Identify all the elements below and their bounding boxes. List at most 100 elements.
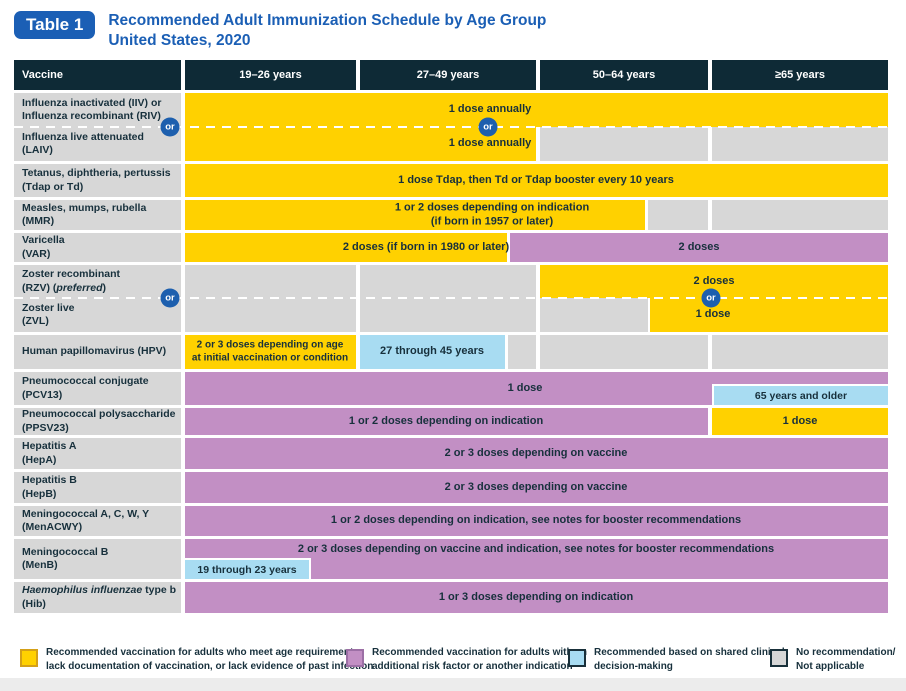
vaccine-row-hepa: Hepatitis A (HepA) 2 or 3 doses depending … xyxy=(14,438,888,469)
schedule-bars-hpv: 2 or 3 doses depending on age at initial… xyxy=(185,335,888,369)
schedule-cell-purple-ppsv23: 1 or 2 doses depending on indication xyxy=(185,408,708,435)
cell-text: 1 dose annually xyxy=(448,103,532,116)
or-badge: or xyxy=(160,117,180,137)
cell-text: 1 dose Tdap, then Td or Tdap booster eve… xyxy=(398,173,674,186)
vaccine-row-zoster-rzv: Zoster recombinant (RZV) (preferred) 2 dos… xyxy=(14,265,888,298)
vaccine-label-influenza-laiv: Influenza live attenuated (LAIV) xyxy=(14,127,181,161)
vaccine-label-line: Measles, mumps, rubella xyxy=(22,201,147,214)
vaccine-label-line: (ZVL) xyxy=(22,315,49,327)
cell-text: 2 or 3 doses depending on vaccine and in… xyxy=(297,543,775,555)
cell-text: 2 or 3 doses depending on vaccine xyxy=(444,480,628,493)
vaccine-label-line: (Tdap or Td) xyxy=(22,180,84,193)
schedule-bars-pcv13: 1 dose 65 years and older xyxy=(185,372,888,405)
schedule-bars-menacwy: 1 or 2 doses depending on indication, se… xyxy=(185,506,888,536)
schedule-cell-gray-zoster-rzv xyxy=(185,265,356,298)
column-header-vaccine: Vaccine xyxy=(14,60,181,90)
schedule-cell-gray-influenza-laiv xyxy=(712,127,888,161)
vaccine-row-tdap: Tetanus, diphtheria, pertussis (Tdap or T… xyxy=(14,164,888,197)
schedule-cell-gray-zoster-zvl xyxy=(185,298,356,332)
schedule-cell-purple-hib: 1 or 3 doses depending on indication xyxy=(185,582,888,613)
schedule-cell-gray-hpv xyxy=(712,335,888,369)
legend-text: Recommended vaccination for adults who m… xyxy=(46,647,373,672)
schedule-cell-purple-var: 2 doses xyxy=(510,233,888,262)
page-title-line2: United States, 2020 xyxy=(108,32,251,50)
column-header-age-2: 27–49 years xyxy=(360,60,536,90)
immunization-schedule-table: Vaccine 19–26 years 27–49 years 50–64 years… xyxy=(14,60,888,616)
vaccine-row-influenza-iiv-riv: Influenza inactivated (IIV) or Influenza … xyxy=(14,93,888,127)
schedule-cell-blue-pcv13: 65 years and older xyxy=(712,384,888,405)
or-dashed-divider xyxy=(14,126,888,128)
vaccine-label-line: Meningococcal B xyxy=(22,545,109,558)
cell-text: 2 doses (if born in 1980 or later) xyxy=(342,240,510,253)
vaccine-label-line: (RZV) (preferred) xyxy=(22,281,107,294)
vaccine-label-menacwy: Meningococcal A, C, W, Y (MenACWY) xyxy=(14,506,181,536)
schedule-cell-gray-hpv xyxy=(508,335,536,369)
vaccine-label-line: Zoster recombinant xyxy=(22,268,121,281)
column-header-age-3: 50–64 years xyxy=(540,60,708,90)
vaccine-label-line: (VAR) xyxy=(22,247,51,260)
schedule-bars-influenza-iiv-riv: 1 dose annually xyxy=(185,93,888,127)
legend-text: No recommendation/ Not applicable xyxy=(796,647,896,672)
legend-item-shared-decision: Recommended based on shared clinical dec… xyxy=(568,646,785,673)
vaccine-row-mmr: Measles, mumps, rubella (MMR) 1 or 2 doses… xyxy=(14,200,888,230)
legend-item-no-recommendation: No recommendation/ Not applicable xyxy=(770,646,895,673)
schedule-cell-yellow-mmr: 1 or 2 doses depending on indication (if… xyxy=(185,200,645,230)
schedule-cell-gray-mmr xyxy=(648,200,708,230)
table-number-badge: Table 1 xyxy=(14,11,96,39)
cell-text: 2 doses xyxy=(693,274,735,287)
vaccine-label-hepb: Hepatitis B (HepB) xyxy=(14,472,181,503)
vaccine-label-line: Pneumococcal conjugate xyxy=(22,375,149,388)
vaccine-label-var: Varicella (VAR) xyxy=(14,233,181,262)
legend-swatch-gray xyxy=(770,649,788,667)
schedule-cell-yellow-influenza-laiv: 1 dose annually xyxy=(185,127,536,161)
legend-item-age-requirement: Recommended vaccination for adults who m… xyxy=(20,646,373,673)
cell-text: 19 through 23 years xyxy=(197,563,297,576)
vaccine-row-pcv13: Pneumococcal conjugate (PCV13) 1 dose 65 ye… xyxy=(14,372,888,405)
or-badge: or xyxy=(478,117,498,137)
vaccine-label-line: Varicella xyxy=(22,234,65,247)
schedule-cell-gray-mmr xyxy=(712,200,888,230)
schedule-cell-yellow-influenza-iiv-riv: 1 dose annually xyxy=(185,93,888,127)
table-body: Influenza inactivated (IIV) or Influenza … xyxy=(14,93,888,613)
legend-text: Recommended based on shared clinical dec… xyxy=(594,647,785,672)
schedule-bars-hepb: 2 or 3 doses depending on vaccine xyxy=(185,472,888,503)
vaccine-label-line: (MenB) xyxy=(22,559,58,571)
schedule-bars-tdap: 1 dose Tdap, then Td or Tdap booster eve… xyxy=(185,164,888,197)
vaccine-label-line: Influenza live attenuated xyxy=(22,130,144,143)
schedule-cell-purple-hepb: 2 or 3 doses depending on vaccine xyxy=(185,472,888,503)
vaccine-label-pcv13: Pneumococcal conjugate (PCV13) xyxy=(14,372,181,405)
vaccine-label-tdap: Tetanus, diphtheria, pertussis (Tdap or T… xyxy=(14,164,181,197)
schedule-cell-yellow-var: 2 doses (if born in 1980 or later) xyxy=(185,233,510,262)
column-header-age-4: ≥65 years xyxy=(712,60,888,90)
schedule-bars-mmr: 1 or 2 doses depending on indication (if… xyxy=(185,200,888,230)
vaccine-label-line: (HepA) xyxy=(22,453,57,466)
vaccine-label-line: Hepatitis A xyxy=(22,440,77,453)
vaccine-label-ppsv23: Pneumococcal polysaccharide (PPSV23) xyxy=(14,408,181,435)
page-footer-strip xyxy=(0,678,906,691)
vaccine-row-zoster-zvl: Zoster live (ZVL) 1 dose xyxy=(14,298,888,332)
cell-text: 27 through 45 years xyxy=(380,345,484,358)
schedule-cell-purple-menacwy: 1 or 2 doses depending on indication, se… xyxy=(185,506,888,536)
vaccine-label-line: (PCV13) xyxy=(22,388,63,401)
schedule-bars-menb: 2 or 3 doses depending on vaccine and in… xyxy=(185,539,888,579)
vaccine-row-menb: Meningococcal B (MenB) 2 or 3 doses depend… xyxy=(14,539,888,579)
vaccine-label-line: (Hib) xyxy=(22,597,46,610)
vaccine-label-hpv: Human papillomavirus (HPV) xyxy=(14,335,181,369)
schedule-cell-gray-hpv xyxy=(540,335,708,369)
cell-text: 65 years and older xyxy=(754,389,848,402)
vaccine-label-line: Pneumococcal polysaccharide xyxy=(22,408,176,421)
legend-swatch-purple xyxy=(346,649,364,667)
or-badge: or xyxy=(701,288,721,308)
cell-text: 1 dose xyxy=(507,381,543,394)
cell-text: 1 or 2 doses depending on indication xyxy=(348,414,544,427)
page-title: Recommended Adult Immunization Schedule … xyxy=(108,11,546,52)
cell-text: 2 doses xyxy=(678,240,720,253)
schedule-bars-hepa: 2 or 3 doses depending on vaccine xyxy=(185,438,888,469)
schedule-cell-yellow-hpv: 2 or 3 doses depending on age at initial… xyxy=(185,335,356,369)
legend-swatch-blue xyxy=(568,649,586,667)
vaccine-label-line: Influenza inactivated (IIV) or xyxy=(22,96,162,109)
schedule-cell-gray-zoster-rzv xyxy=(360,265,536,298)
or-dashed-divider xyxy=(14,297,888,299)
schedule-bars-ppsv23: 1 or 2 doses depending on indication 1 do… xyxy=(185,408,888,435)
